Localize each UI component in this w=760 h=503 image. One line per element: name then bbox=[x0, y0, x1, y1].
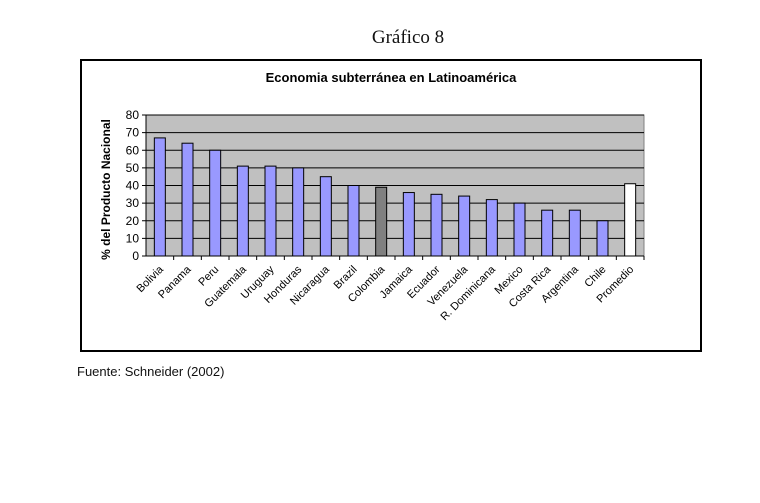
y-tick-label: 20 bbox=[126, 214, 140, 228]
source-note: Fuente: Schneider (2002) bbox=[77, 364, 225, 379]
bar-peru bbox=[209, 149, 222, 257]
bar-panama bbox=[181, 142, 194, 257]
bar-venezuela bbox=[458, 195, 471, 257]
bar-r-dominicana bbox=[485, 199, 498, 257]
y-tick-label: 40 bbox=[126, 179, 140, 193]
bar-argentina bbox=[568, 209, 581, 257]
bar-uruguay bbox=[264, 165, 277, 257]
y-tick-label: 30 bbox=[126, 196, 140, 210]
y-tick-label: 10 bbox=[126, 231, 140, 245]
y-tick-label: 70 bbox=[126, 126, 140, 140]
bar-nicaragua bbox=[319, 176, 332, 257]
bar-guatemala bbox=[236, 165, 249, 257]
bar-brazil bbox=[347, 185, 360, 257]
bar-honduras bbox=[292, 167, 305, 257]
bar-bolivia bbox=[153, 137, 166, 257]
chart-title: Economia subterránea en Latinoamérica bbox=[265, 70, 517, 85]
bar-promedio bbox=[624, 183, 637, 257]
bar-colombia bbox=[375, 186, 388, 257]
y-axis-label: % del Producto Nacional bbox=[99, 119, 113, 260]
page-heading: Gráfico 8 bbox=[371, 27, 445, 48]
y-tick-label: 80 bbox=[126, 108, 140, 122]
y-tick-label: 60 bbox=[126, 143, 140, 157]
bar-chile bbox=[596, 220, 609, 257]
x-tick-label: Peru bbox=[196, 264, 221, 289]
y-tick-label: 0 bbox=[132, 249, 139, 263]
bar-costa-rica bbox=[541, 209, 554, 257]
chart-frame: Economia subterránea en Latinoamérica 0 1… bbox=[80, 59, 702, 352]
bar-jamaica bbox=[402, 192, 415, 257]
y-tick-label: 50 bbox=[126, 161, 140, 175]
bar-mexico bbox=[513, 202, 526, 257]
bar-ecuador bbox=[430, 193, 443, 257]
